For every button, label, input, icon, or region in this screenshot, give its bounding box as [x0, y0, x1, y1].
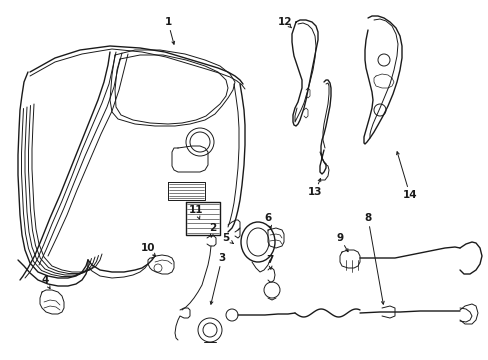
Text: 2: 2: [209, 223, 216, 233]
Text: 8: 8: [364, 213, 371, 223]
Text: 10: 10: [141, 243, 155, 253]
Text: 9: 9: [336, 233, 343, 243]
Text: 6: 6: [264, 213, 271, 223]
Text: 11: 11: [188, 205, 203, 215]
Text: 3: 3: [218, 253, 225, 263]
Text: 14: 14: [402, 190, 416, 200]
Text: 12: 12: [277, 17, 292, 27]
Text: 7: 7: [266, 255, 273, 265]
Text: 5: 5: [222, 233, 229, 243]
Text: 4: 4: [41, 275, 49, 285]
Text: 13: 13: [307, 187, 322, 197]
Text: 1: 1: [164, 17, 171, 27]
